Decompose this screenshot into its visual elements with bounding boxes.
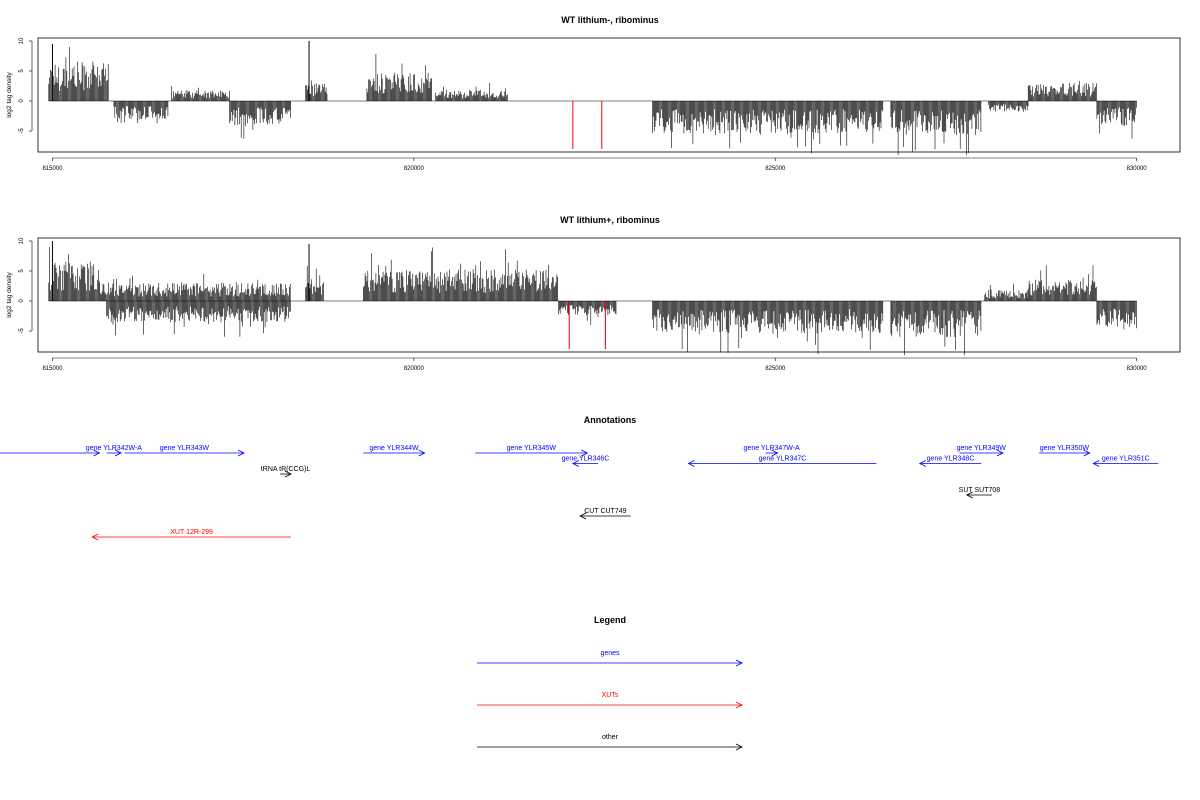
annotation-feature: XUT 12R-299 [91,529,291,541]
feature-label: XUT 12R-299 [170,529,213,536]
feature-label: tRNA tR(CCG)L [261,466,311,473]
arrow-head-icon [1092,460,1100,467]
y-tick-label: 0 [19,299,25,303]
arrow-head-icon [735,743,743,751]
panel-title: WT lithium+, ribominus [560,215,660,225]
feature-label: CUT CUT749 [584,508,626,515]
arrow-head-icon [579,512,587,520]
arrow-head-icon [996,449,1004,457]
feature-label: gene YLR342W-A [86,445,142,452]
x-tick-label: 820000 [404,166,425,172]
annotation-feature: gene YLR342W-A [86,445,142,457]
y-tick-label: 10 [19,37,25,44]
legend-item: genes [477,650,743,667]
arrow-head-icon [418,449,426,457]
spike-bars [51,241,606,349]
legend-items: genes XUTs other [477,650,743,751]
annotation-feature: gene YLR350W [1039,445,1091,457]
feature-label: gene YLR344W [369,445,419,452]
arrow-head-icon [93,449,101,457]
tag-density-panel-lithium-minus: WT lithium-, ribominus log2 tag density … [6,15,1181,172]
feature-label: gene YLR346C [562,456,610,463]
x-tick-label: 815000 [42,366,63,372]
x-tick-label: 825000 [765,366,786,372]
feature-label: gene YLR343W [160,445,210,452]
feature-label: gene YLR351C [1102,456,1150,463]
annotation-feature: CUT CUT749 [579,508,631,520]
annotation-feature: gene YLR345W [475,445,589,457]
arrow-head-icon [237,449,245,457]
legend-item: other [477,734,743,751]
annotation-feature: tRNA tR(CCG)L [261,466,311,478]
arrow-head-icon [571,460,580,467]
y-tick-label: 5 [19,69,25,73]
feature-label: gene YLR347C [759,456,807,463]
legend-title: Legend [594,615,626,625]
x-tick-label: 830000 [1127,366,1148,372]
annotation-feature [0,449,101,457]
annotation-feature: gene YLR351C [1092,456,1159,467]
arrow-head-icon [735,659,743,667]
legend: Legend genes XUTs other [477,615,743,751]
x-tick-label: 830000 [1127,166,1148,172]
feature-label: gene YLR350W [1040,445,1090,452]
feature-label: SUT SUT708 [959,487,1001,494]
panel-title: WT lithium-, ribominus [561,15,659,25]
arrow-head-icon [918,460,926,467]
annotation-feature: gene YLR349W [957,445,1007,457]
annotation-feature: gene YLR344W [363,445,426,457]
density-bars [48,247,1137,355]
feature-label: gene YLR347W-A [744,445,800,452]
y-axis: -5 0 5 10 [19,237,33,334]
x-tick-label: 820000 [404,366,425,372]
annotations-track: Annotations gene YLR342W-A gene YLR343W ge… [0,415,1159,541]
annotation-features: gene YLR342W-A gene YLR343W gene YLR344W ge… [0,445,1159,541]
y-tick-label: 0 [19,99,25,103]
legend-label: genes [600,650,620,657]
feature-label: gene YLR345W [507,445,557,452]
annotation-feature: gene YLR347W-A [744,445,800,457]
annotation-feature: gene YLR348C [918,456,982,467]
x-axis: 815000 820000 825000 830000 [42,357,1148,372]
arrow-head-icon [114,449,123,457]
y-axis-label: log2 tag density [6,71,13,117]
arrow-head-icon [284,470,292,478]
legend-item: XUTs [477,692,743,709]
density-bars [48,47,1137,155]
spike-bars [51,41,603,149]
arrow-head-icon [735,701,743,709]
arrow-head-icon [771,449,779,457]
y-axis: -5 0 5 10 [19,37,33,134]
x-axis: 815000 820000 825000 830000 [42,157,1148,172]
arrow-head-icon [687,460,695,467]
arrow-head-icon [581,449,589,457]
arrow-head-icon [91,533,99,541]
tag-density-panel-lithium-plus: WT lithium+, ribominus log2 tag density … [6,215,1181,372]
plot-frame [37,237,1181,353]
arrow-head-icon [1083,449,1091,457]
feature-label: gene YLR349W [957,445,1007,452]
annotation-feature: gene YLR346C [562,456,610,467]
y-tick-label: -5 [19,328,25,334]
x-tick-label: 825000 [765,166,786,172]
annotation-feature: SUT SUT708 [959,487,1001,499]
annotations-title: Annotations [584,415,637,425]
legend-label: XUTs [602,692,619,699]
annotation-feature: gene YLR343W [124,445,245,457]
feature-label: gene YLR348C [927,456,975,463]
plot-frame [37,37,1181,153]
y-tick-label: -5 [19,128,25,134]
y-axis-label: log2 tag density [6,271,13,317]
y-tick-label: 10 [19,237,25,244]
arrow-head-icon [965,491,973,499]
legend-label: other [602,734,619,741]
annotation-feature: gene YLR347C [687,456,877,467]
x-tick-label: 815000 [42,166,63,172]
y-tick-label: 5 [19,269,25,273]
